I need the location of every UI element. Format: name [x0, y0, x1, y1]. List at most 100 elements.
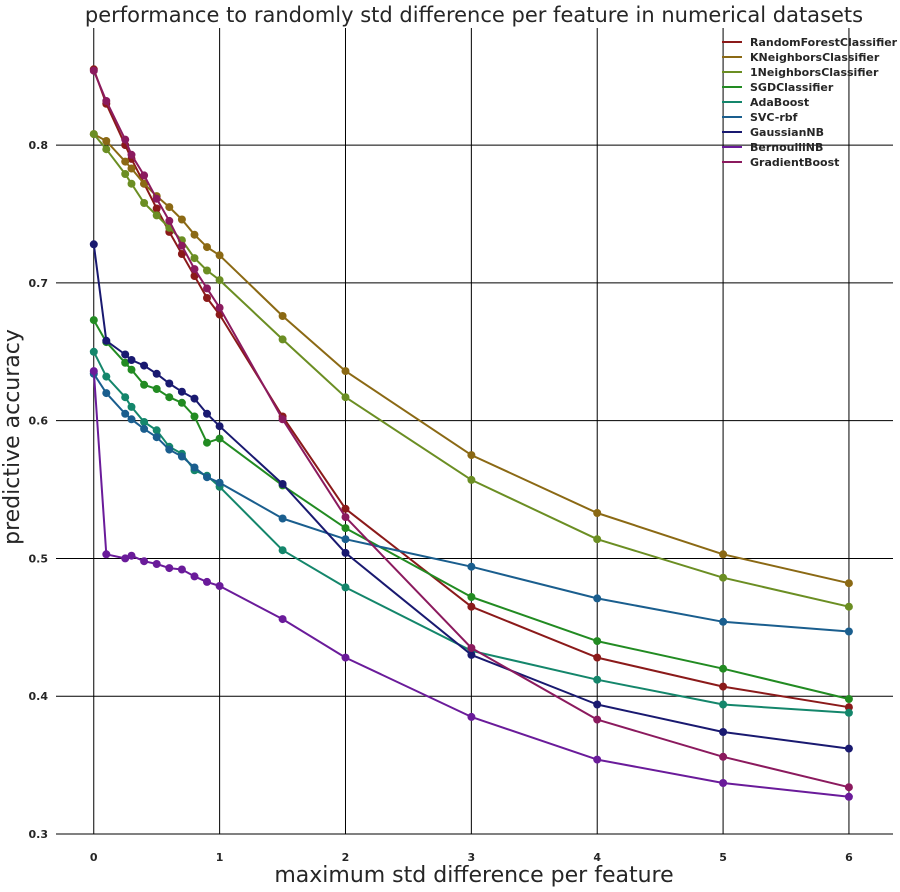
data-point: [467, 650, 476, 659]
series-1neighborsclassifier: [89, 130, 853, 611]
data-point: [203, 577, 211, 586]
data-point: [844, 792, 853, 801]
legend-label: KNeighborsClassifier: [750, 51, 880, 64]
x-tick-label: 3: [468, 851, 476, 864]
data-point: [121, 135, 130, 144]
data-point: [102, 372, 111, 381]
data-point: [177, 398, 186, 407]
data-point: [140, 380, 149, 389]
data-point: [127, 551, 136, 560]
data-point: [341, 513, 350, 522]
data-point: [140, 171, 149, 180]
series-svc-rbf: [89, 369, 853, 636]
legend-item: RandomForestClassifier: [722, 36, 898, 49]
data-point: [203, 473, 211, 482]
data-point: [177, 452, 186, 461]
data-point: [341, 524, 350, 533]
data-point: [190, 265, 199, 274]
data-point: [215, 422, 224, 431]
y-tick-label: 0.7: [29, 277, 49, 290]
data-point: [278, 415, 287, 424]
data-point: [593, 509, 602, 517]
data-point: [140, 179, 149, 188]
data-point: [844, 783, 853, 792]
legend-label: 1NeighborsClassifier: [750, 66, 879, 79]
data-point: [152, 204, 161, 213]
data-point: [89, 347, 98, 356]
legend-label: SGDClassifier: [750, 81, 834, 94]
data-point: [215, 478, 224, 487]
data-point: [215, 582, 224, 590]
data-point: [593, 675, 602, 684]
data-point: [89, 240, 98, 249]
data-point: [719, 779, 728, 787]
data-point: [165, 393, 174, 402]
data-point: [127, 356, 136, 364]
data-point: [121, 157, 130, 166]
legend-label: BernoulliNB: [750, 141, 823, 154]
data-point: [719, 617, 728, 626]
data-point: [844, 703, 853, 712]
data-point: [203, 294, 211, 302]
data-point: [278, 615, 287, 624]
data-point: [89, 367, 98, 376]
series-sgdclassifier: [89, 316, 853, 703]
data-point: [341, 653, 350, 662]
chart-title: performance to randomly std difference p…: [85, 3, 863, 27]
data-point: [278, 514, 287, 523]
data-point: [140, 557, 149, 566]
data-point: [844, 627, 853, 636]
data-point: [152, 433, 161, 442]
data-point: [467, 712, 476, 721]
x-tick-label: 2: [342, 851, 350, 864]
data-point: [89, 66, 98, 75]
legend-label: SVC-rbf: [750, 111, 798, 124]
legend-item: AdaBoost: [722, 96, 809, 109]
data-point: [190, 412, 199, 421]
data-point: [467, 475, 476, 484]
legend-label: GaussianNB: [750, 126, 824, 139]
data-point: [121, 393, 130, 402]
data-point: [844, 695, 853, 703]
data-point: [165, 445, 174, 454]
y-axis-label: predictive accuracy: [0, 329, 25, 545]
data-point: [203, 438, 211, 447]
y-tick-label: 0.8: [29, 139, 49, 152]
data-point: [467, 644, 476, 652]
data-point: [278, 335, 287, 344]
data-point: [121, 554, 130, 563]
data-point: [121, 170, 130, 178]
data-point: [278, 480, 287, 488]
data-point: [89, 130, 98, 139]
data-point: [341, 504, 350, 513]
data-point: [121, 409, 130, 418]
data-point: [140, 199, 149, 207]
data-point: [152, 194, 161, 203]
data-point: [719, 700, 728, 709]
data-point: [152, 369, 161, 378]
data-point: [177, 241, 186, 250]
data-point: [719, 682, 728, 691]
data-point: [719, 573, 728, 582]
data-point: [89, 316, 98, 325]
data-point: [719, 752, 728, 761]
data-point: [719, 728, 728, 736]
legend-item: SVC-rbf: [722, 111, 798, 124]
x-axis-label: maximum std difference per feature: [274, 863, 673, 888]
data-point: [467, 451, 476, 460]
data-point: [341, 535, 350, 544]
data-point: [190, 254, 199, 263]
data-point: [190, 463, 199, 472]
data-point: [278, 546, 287, 555]
data-point: [203, 284, 211, 293]
data-point: [102, 145, 111, 154]
data-point: [215, 276, 224, 285]
data-point: [165, 564, 174, 573]
legend-item: KNeighborsClassifier: [722, 51, 880, 64]
data-point: [593, 535, 602, 544]
data-point: [177, 215, 186, 224]
data-point: [177, 387, 186, 396]
data-point: [190, 572, 199, 581]
data-point: [152, 560, 161, 568]
data-point: [203, 409, 211, 418]
